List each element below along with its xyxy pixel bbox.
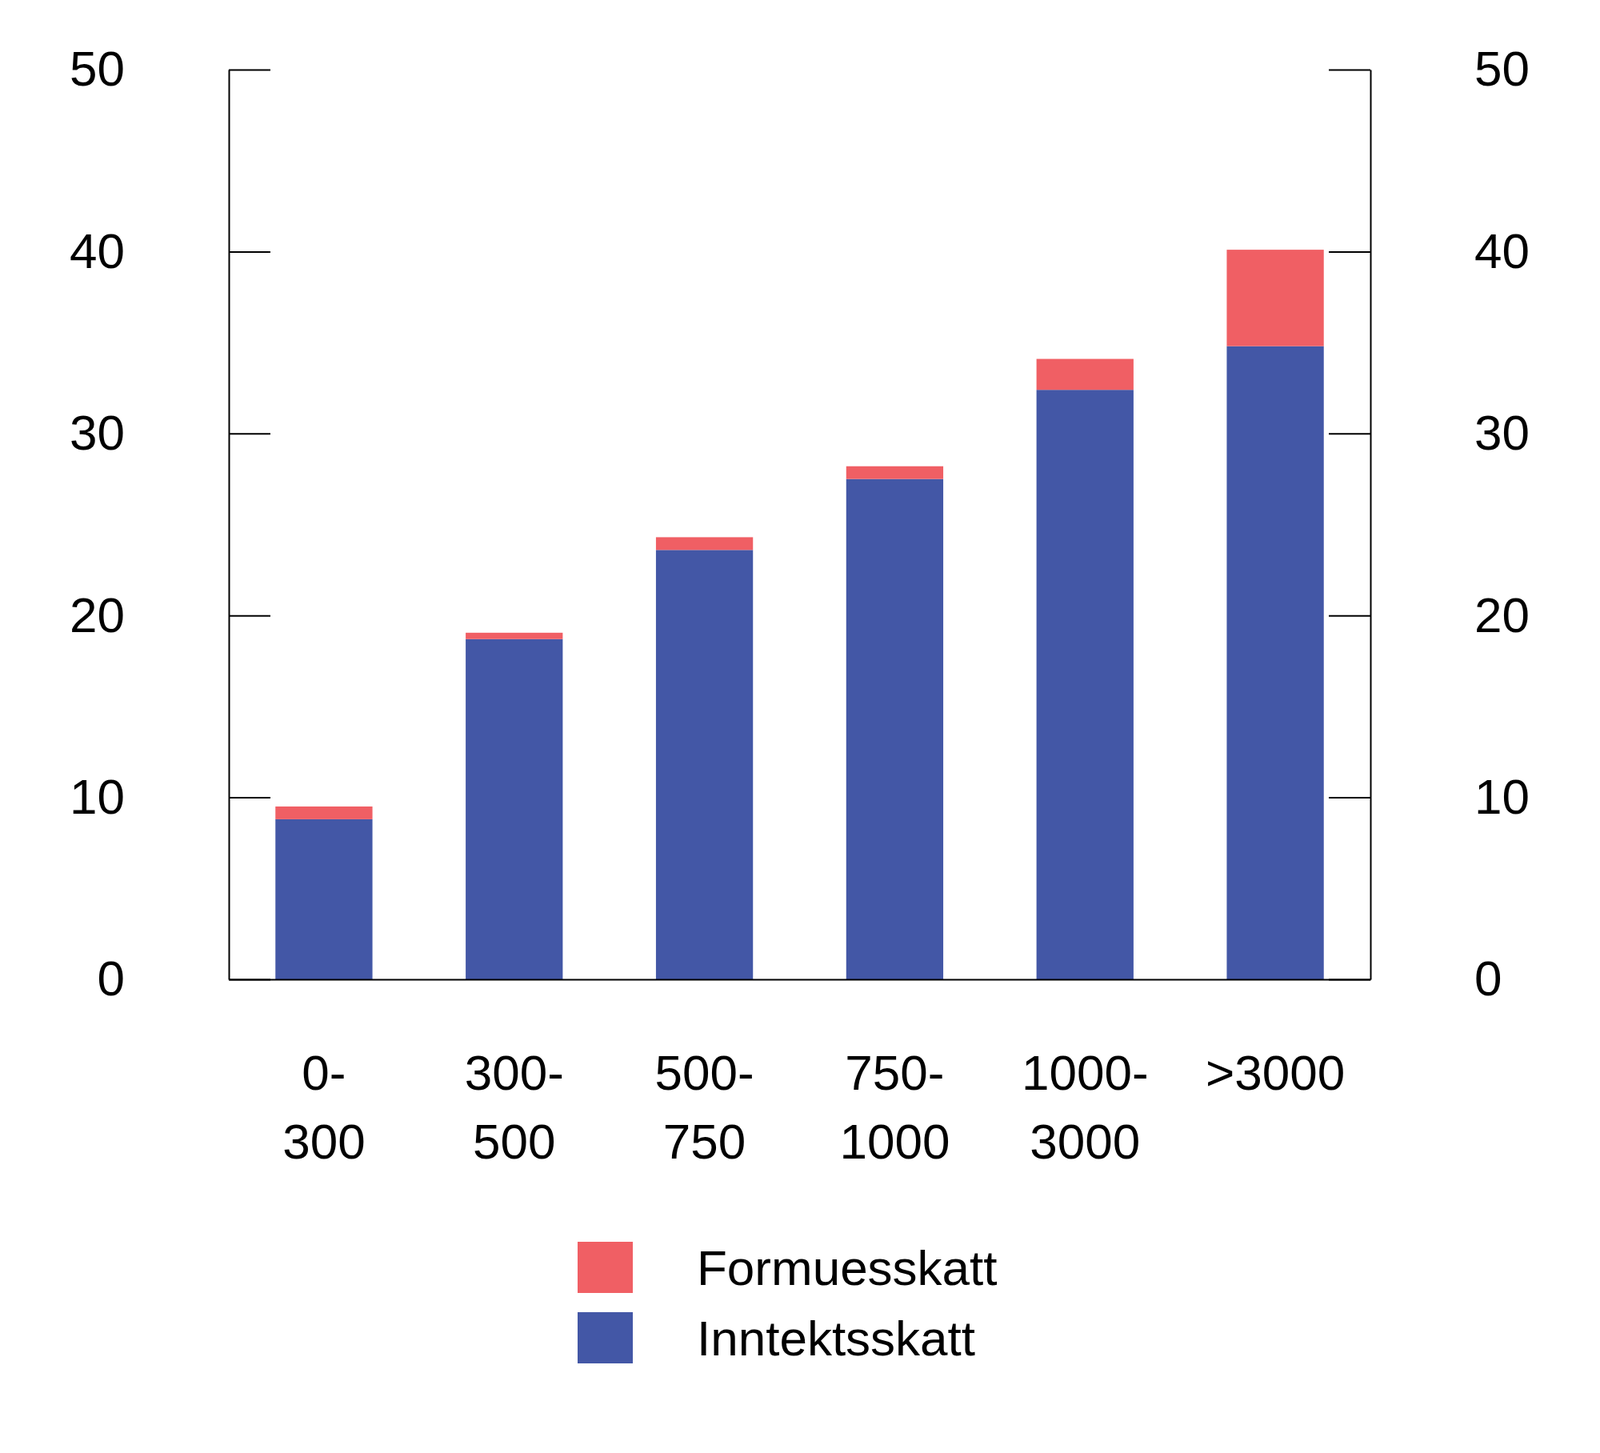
tick-label: 0 — [97, 950, 125, 1006]
x-axis: 0-300 300-500 500-750 750-1000 1000-3000 >300… — [229, 980, 1372, 1170]
bar — [1226, 249, 1324, 347]
tick: 10 — [69, 768, 271, 824]
tick: 20 — [1328, 587, 1530, 643]
tick-label: 40 — [1474, 223, 1530, 279]
tick: 10 — [1328, 768, 1530, 824]
legend-label: Formuesskatt — [696, 1240, 998, 1296]
bar — [656, 549, 753, 980]
tick-mark — [228, 796, 271, 799]
tick-mark — [1328, 796, 1371, 799]
category-label: 300-500 — [464, 1044, 564, 1169]
category-label: 750-1000 — [839, 1044, 950, 1169]
bar — [275, 819, 372, 980]
bar — [465, 632, 563, 640]
tick: >3000 — [1205, 1044, 1345, 1100]
chart: 0 10 20 30 40 50 0 10 20 30 40 50 0-300 300-500 500-75… — [0, 0, 1600, 1453]
legend: Formuesskatt Inntektsskatt — [577, 1240, 998, 1366]
tick-label: 30 — [69, 404, 125, 460]
tick: 30 — [1328, 404, 1530, 460]
left-axis: 0 10 20 30 40 50 — [69, 40, 271, 1006]
tick: 0-300 — [282, 1044, 365, 1169]
tick-mark — [228, 432, 271, 435]
tick: 20 — [69, 587, 271, 643]
tick: 0 — [97, 950, 271, 1006]
tick-mark — [228, 251, 271, 253]
tick-mark — [228, 69, 271, 72]
bar — [656, 536, 753, 550]
tick-mark — [1328, 251, 1371, 253]
tick-mark — [1328, 432, 1371, 435]
tick: 300-500 — [464, 1044, 564, 1169]
legend-swatch — [577, 1241, 633, 1293]
axis-line — [229, 979, 1372, 981]
tick-label: 40 — [69, 223, 125, 279]
axis-line — [228, 70, 231, 980]
tick-mark — [228, 615, 271, 617]
tick: 50 — [1328, 40, 1530, 96]
category-label: >3000 — [1205, 1044, 1345, 1100]
category-label: 0-300 — [282, 1044, 365, 1169]
legend-label: Inntektsskatt — [696, 1310, 976, 1366]
tick-label: 10 — [1474, 768, 1530, 824]
bar — [1226, 346, 1324, 980]
axis-line — [1370, 70, 1372, 980]
tick: 50 — [69, 40, 271, 96]
tick-mark — [1328, 615, 1371, 617]
tick-label: 0 — [1474, 950, 1502, 1006]
bar — [1036, 359, 1134, 391]
category-label: 1000-3000 — [1021, 1044, 1149, 1169]
tick: 750-1000 — [839, 1044, 950, 1169]
tick-label: 10 — [69, 768, 125, 824]
bars — [275, 249, 1324, 980]
category-label: 500-750 — [655, 1044, 755, 1169]
tick-label: 50 — [1474, 40, 1530, 96]
bar — [465, 639, 563, 980]
right-axis: 0 10 20 30 40 50 — [1328, 40, 1530, 1006]
tick: 500-750 — [655, 1044, 755, 1169]
bar — [275, 806, 372, 820]
tick-label: 30 — [1474, 404, 1530, 460]
tick: 0 — [1328, 950, 1502, 1006]
bar — [846, 466, 944, 480]
tick: 30 — [69, 404, 271, 460]
bar — [846, 479, 944, 980]
tick: 1000-3000 — [1021, 1044, 1149, 1169]
tick-label: 20 — [1474, 587, 1530, 643]
tick: 40 — [69, 223, 271, 279]
tick-label: 50 — [69, 40, 125, 96]
tick: 40 — [1328, 223, 1530, 279]
bar — [1036, 389, 1134, 980]
tick-mark — [1328, 69, 1371, 72]
legend-swatch — [577, 1312, 633, 1364]
tick-label: 20 — [69, 587, 125, 643]
